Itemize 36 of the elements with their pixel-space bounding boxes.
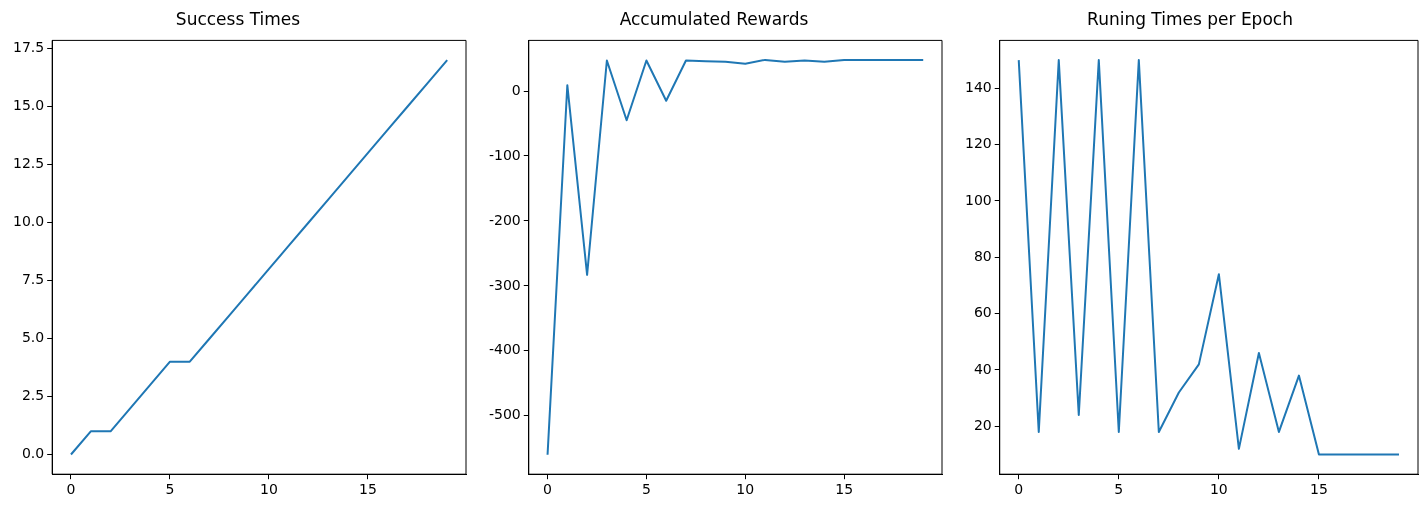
- y-tick-label: -400: [488, 341, 521, 358]
- x-tick-label: 10: [1209, 481, 1228, 498]
- x-tick-label: 15: [359, 481, 377, 498]
- x-tick-label: 5: [165, 481, 175, 498]
- y-tick-label: -500: [488, 406, 521, 423]
- x-tick-label: 10: [260, 481, 278, 498]
- x-tick-label: 0: [66, 481, 76, 498]
- y-tick-label: -300: [488, 276, 521, 293]
- y-tick-label: 0.0: [21, 445, 45, 462]
- x-tick-label: 10: [736, 481, 755, 498]
- y-tick-label: 120: [964, 135, 992, 152]
- y-tick-label: -100: [488, 146, 521, 163]
- y-tick-label: 12.5: [13, 155, 45, 172]
- y-tick-label: 15.0: [13, 97, 45, 114]
- y-tick-label: 7.5: [21, 271, 45, 288]
- y-tick-label: 20: [973, 416, 992, 433]
- y-tick-label: 10.0: [13, 213, 45, 230]
- y-tick-label: 60: [973, 304, 992, 321]
- y-tick-label: 0: [511, 81, 521, 98]
- y-tick-label: 5.0: [21, 329, 45, 346]
- x-tick-label: 15: [835, 481, 854, 498]
- y-tick-label: 140: [964, 78, 992, 95]
- chart-title: Accumulated Rewards: [619, 8, 809, 29]
- y-tick-label: 2.5: [21, 387, 45, 404]
- y-tick-label: 100: [964, 191, 992, 208]
- x-tick-label: 0: [1014, 481, 1024, 498]
- y-tick-label: 17.5: [13, 39, 45, 56]
- x-tick-label: 5: [641, 481, 651, 498]
- y-tick-label: 40: [973, 360, 992, 377]
- y-tick-label: 80: [973, 247, 992, 264]
- x-tick-label: 5: [1114, 481, 1124, 498]
- y-tick-label: -200: [488, 211, 521, 228]
- x-tick-label: 15: [1310, 481, 1328, 498]
- chart-title: Runing Times per Epoch: [1087, 8, 1293, 29]
- chart-title: Success Times: [175, 8, 301, 29]
- x-tick-label: 0: [543, 481, 553, 498]
